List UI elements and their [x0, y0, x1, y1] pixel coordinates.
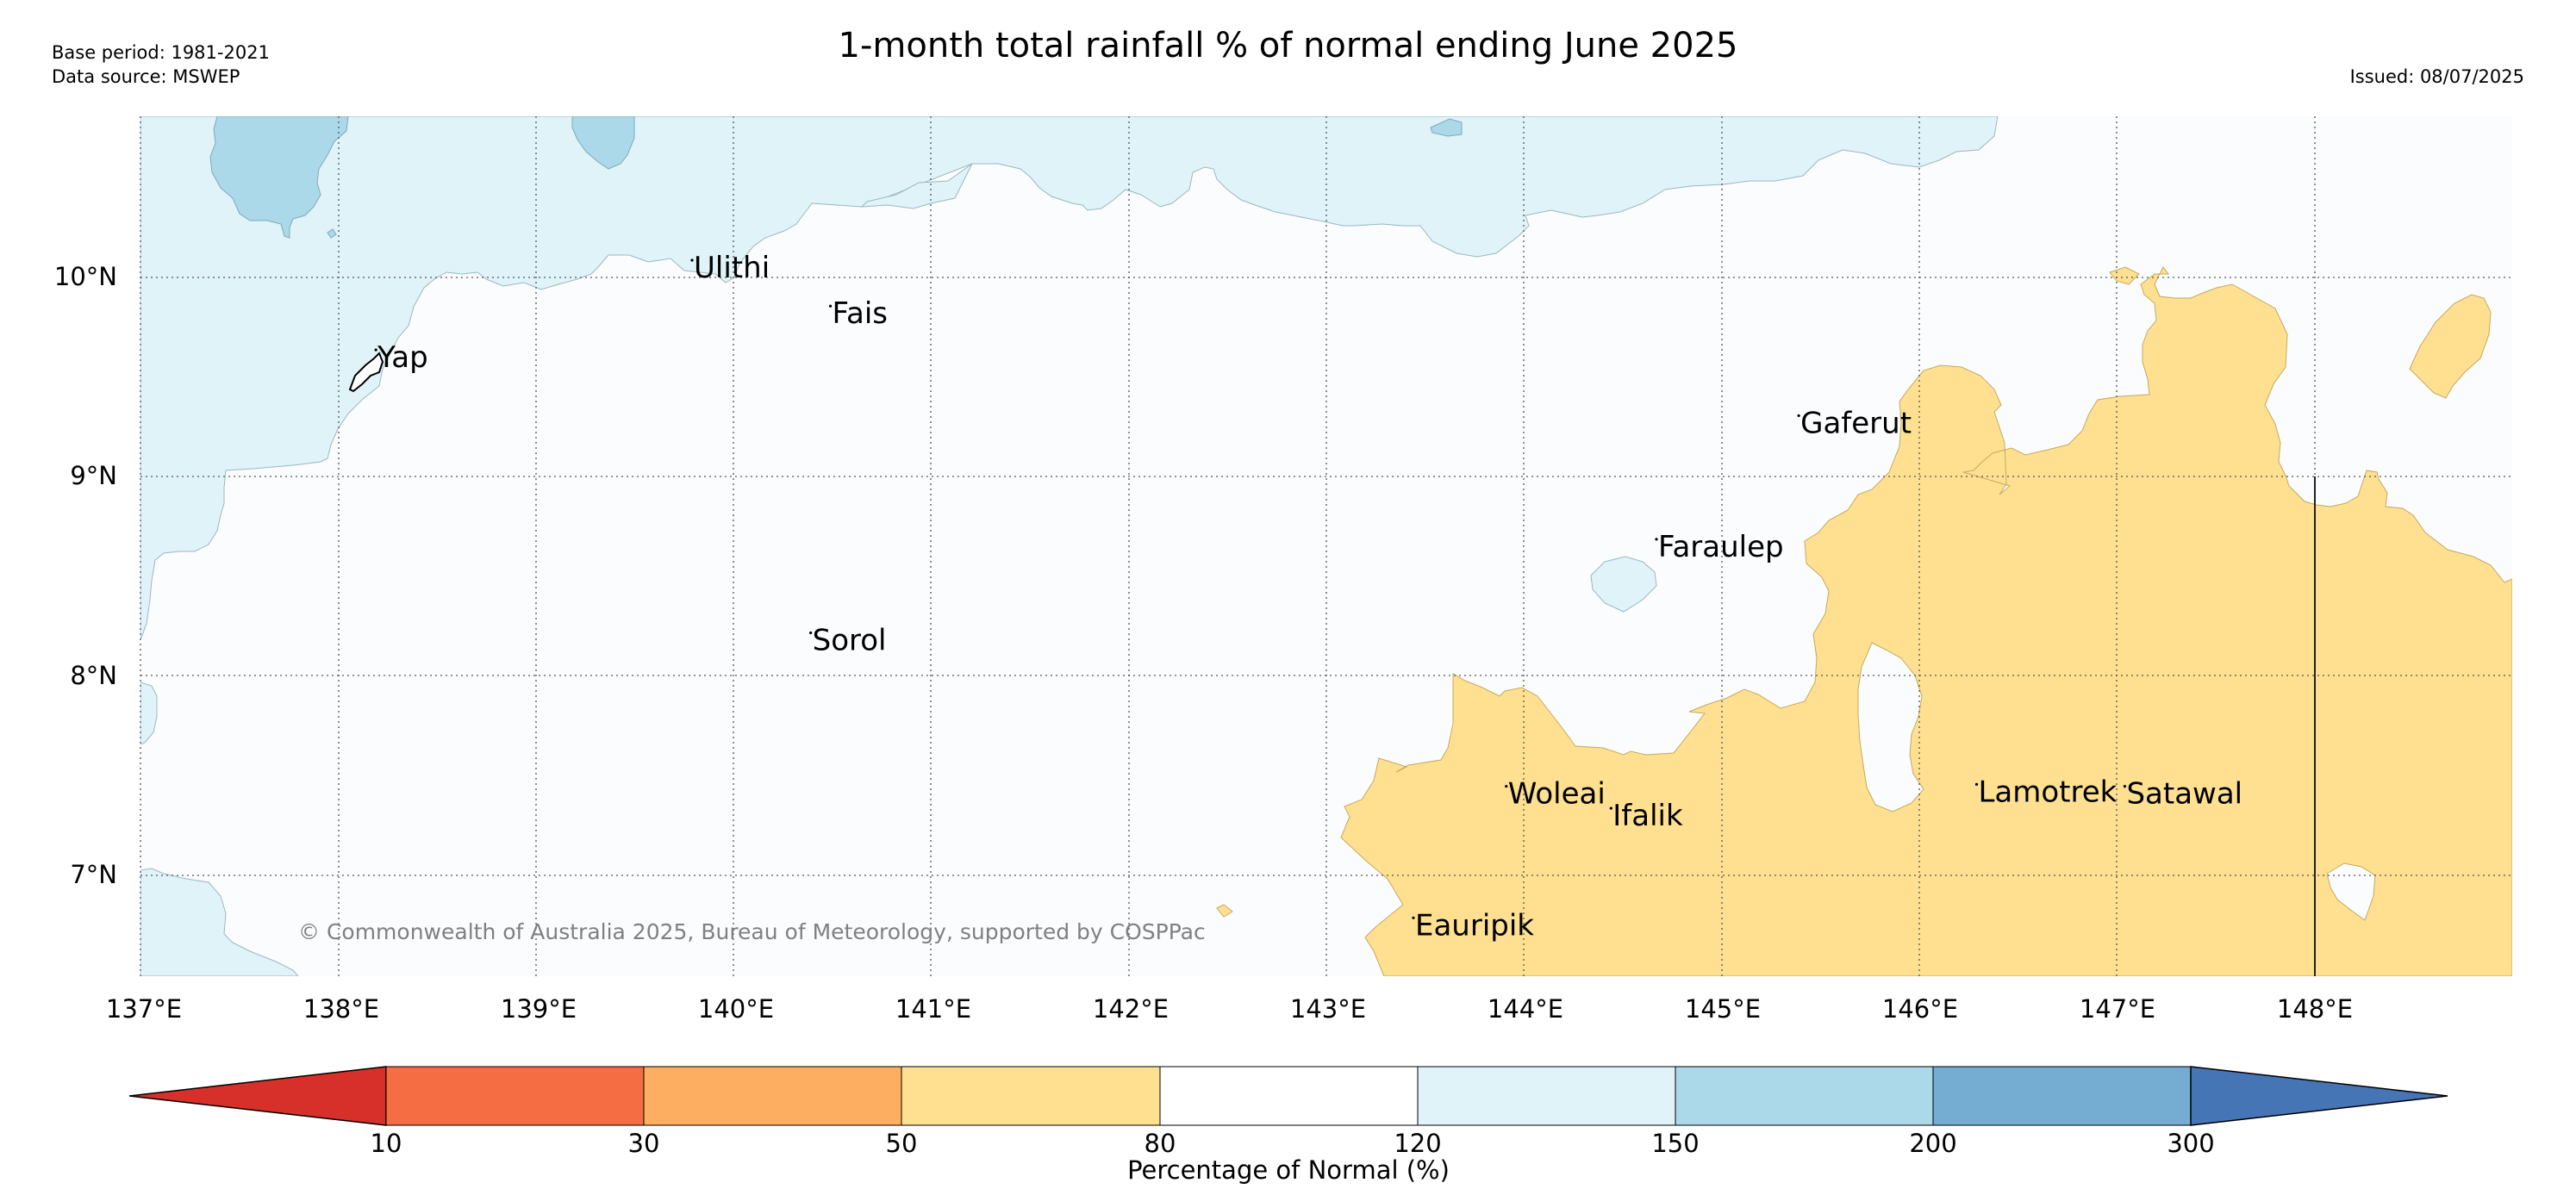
- place-label: Woleai: [1508, 777, 1606, 812]
- place-label: Satawal: [2126, 777, 2242, 812]
- place-labels: Ulithi Fais Yap Gaferut Faraulep Sorol WoleaiI…: [374, 251, 2242, 943]
- data-source: Data source: MSWEP: [52, 66, 240, 87]
- place-marker: [690, 258, 694, 262]
- lat-label: 9°N: [70, 461, 117, 490]
- place-label: Faraulep: [1658, 530, 1784, 564]
- place-marker: [809, 631, 813, 635]
- above-normal-patch-fais: [860, 163, 973, 209]
- colorbar-bin: [1159, 1066, 1419, 1126]
- place-marker: [374, 348, 377, 352]
- colorbar-tick-label: 150: [1651, 1129, 1699, 1158]
- above-normal-patch-west: [140, 682, 158, 745]
- colorbar-tick-label: 200: [1909, 1129, 1956, 1158]
- colorbar: 10 30 50 80 120 150 200 300 Percentage o…: [128, 1066, 2448, 1185]
- lon-label: 138°E: [303, 994, 379, 1024]
- below-normal-region-east: [2409, 294, 2492, 399]
- colorbar-bin: [1932, 1066, 2192, 1126]
- below-normal-region: [1340, 266, 2512, 976]
- lon-label: 140°E: [698, 994, 774, 1024]
- colorbar-low-extend: [128, 1066, 387, 1126]
- place-marker: [828, 304, 833, 308]
- lat-label: 8°N: [70, 661, 117, 690]
- copyright-notice: © Commonwealth of Australia 2025, Bureau…: [298, 919, 1206, 944]
- issued-date: Issued: 08/07/2025: [2349, 66, 2524, 87]
- high-above-normal-patch-1: [209, 116, 349, 239]
- place-label: Yap: [377, 340, 428, 375]
- colorbar-tick-label: 10: [371, 1129, 402, 1158]
- lon-label: 145°E: [1685, 994, 1761, 1024]
- lat-label: 7°N: [70, 860, 117, 889]
- lat-label: 10°N: [54, 262, 117, 291]
- place-marker: [1505, 785, 1508, 788]
- colorbar-tick-label: 80: [1145, 1129, 1176, 1158]
- lat-axis-labels: 10°N 9°N 8°N 7°N: [54, 262, 117, 889]
- lon-label: 144°E: [1488, 994, 1563, 1024]
- high-above-normal-patch-3: [1430, 118, 1463, 137]
- lon-label: 139°E: [501, 994, 577, 1024]
- colorbar-title: Percentage of Normal (%): [1127, 1155, 1450, 1185]
- place-marker: [1655, 538, 1658, 541]
- lon-label: 142°E: [1093, 994, 1169, 1024]
- lon-label: 143°E: [1290, 994, 1366, 1024]
- lon-label: 148°E: [2277, 994, 2353, 1024]
- place-marker: [2123, 785, 2127, 788]
- place-label: Ifalik: [1612, 799, 1683, 833]
- lon-label: 141°E: [895, 994, 971, 1024]
- above-normal-patch-faraulep: [1590, 556, 1657, 613]
- above-normal-region-south: [140, 868, 299, 976]
- place-label: Eauripik: [1415, 908, 1534, 943]
- colorbar-bin: [901, 1066, 1161, 1126]
- colorbar-bin: [1675, 1066, 1934, 1126]
- colorbar-bin: [385, 1066, 645, 1126]
- normal-hole-1: [1857, 642, 1924, 812]
- place-marker: [1609, 806, 1612, 810]
- map-title: 1-month total rainfall % of normal endin…: [838, 26, 1738, 65]
- yap-island: [348, 352, 384, 393]
- rainfall-fields: [140, 116, 2512, 976]
- colorbar-tick-label: 300: [2167, 1129, 2214, 1158]
- lon-axis-labels: 137°E 138°E 139°E 140°E 141°E 142°E 143°…: [106, 994, 2353, 1024]
- below-normal-speck-2: [1216, 904, 1233, 918]
- place-label: Gaferut: [1800, 406, 1912, 440]
- colorbar-tick-label: 120: [1394, 1129, 1441, 1158]
- place-label: Sorol: [813, 624, 887, 658]
- colorbar-tick-label: 30: [628, 1129, 660, 1158]
- colorbar-tick-label: 50: [886, 1129, 918, 1158]
- place-label: Ulithi: [694, 251, 770, 285]
- colorbar-bin: [1417, 1066, 1676, 1126]
- base-period: Base period: 1981-2021: [52, 42, 270, 63]
- place-label: Lamotrek: [1978, 775, 2117, 809]
- above-normal-region: [140, 116, 1999, 640]
- colorbar-high-extend: [2190, 1066, 2448, 1126]
- lon-label: 147°E: [2080, 994, 2155, 1024]
- place-marker: [1797, 414, 1800, 418]
- place-label: Fais: [833, 296, 888, 331]
- lon-label: 137°E: [106, 994, 182, 1024]
- lon-label: 146°E: [1882, 994, 1958, 1024]
- high-above-normal-speck: [327, 228, 337, 239]
- place-marker: [1412, 916, 1415, 919]
- colorbar-bin: [643, 1066, 902, 1126]
- place-marker: [1974, 782, 1979, 786]
- high-above-normal-patch-2: [571, 116, 635, 170]
- normal-hole-2: [2326, 862, 2376, 921]
